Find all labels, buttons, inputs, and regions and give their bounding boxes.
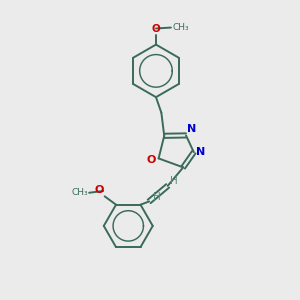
- Text: H: H: [153, 192, 160, 202]
- Text: O: O: [152, 24, 160, 34]
- Text: H: H: [170, 176, 178, 185]
- Text: CH₃: CH₃: [172, 23, 189, 32]
- Text: N: N: [188, 124, 197, 134]
- Text: CH₃: CH₃: [71, 188, 88, 197]
- Text: O: O: [147, 154, 156, 165]
- Text: O: O: [94, 185, 104, 195]
- Text: N: N: [196, 147, 206, 157]
